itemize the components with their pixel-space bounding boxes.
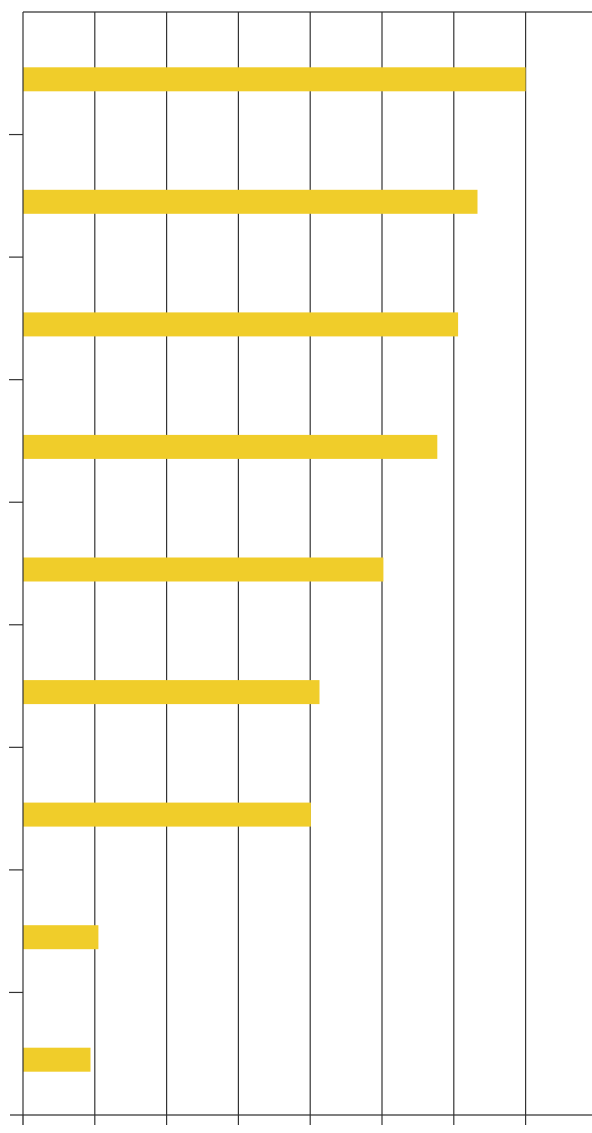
bar	[23, 189, 478, 214]
bars	[23, 67, 526, 1072]
bar	[23, 802, 311, 827]
bar	[23, 680, 320, 705]
bar	[23, 434, 438, 459]
bar	[23, 1047, 91, 1072]
bar	[23, 925, 99, 950]
bar	[23, 312, 459, 337]
axes	[9, 12, 592, 1125]
bar	[23, 67, 526, 92]
bar	[23, 557, 384, 582]
